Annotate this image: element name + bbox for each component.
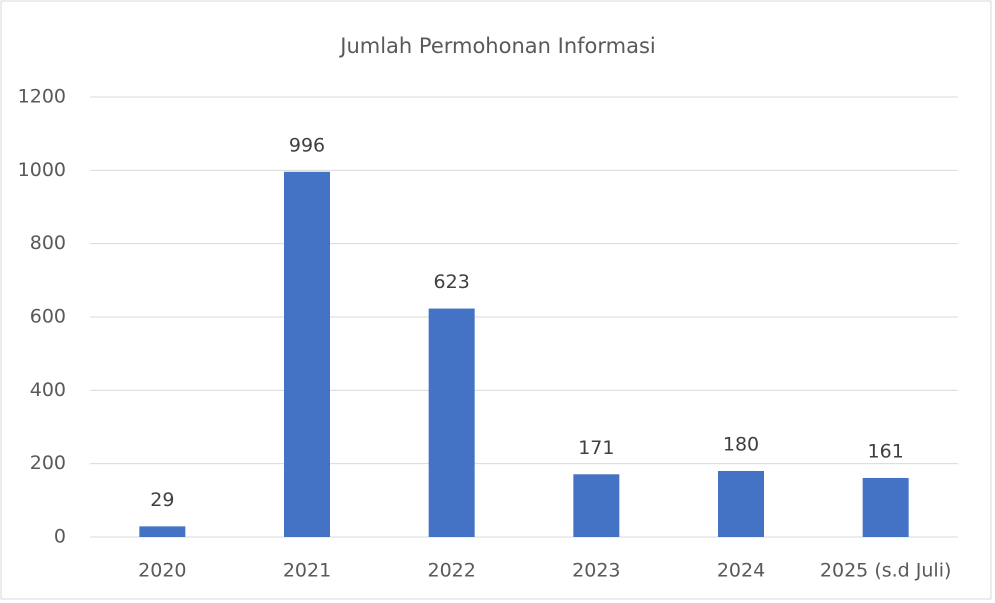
- x-tick-label: 2022: [427, 560, 475, 582]
- y-tick-label: 400: [30, 379, 66, 401]
- value-label: 623: [434, 271, 470, 293]
- x-tick-label: 2021: [283, 560, 331, 582]
- y-tick-label: 200: [30, 452, 66, 474]
- bar: [718, 471, 764, 537]
- value-label: 161: [868, 440, 904, 462]
- chart-title: Jumlah Permohonan Informasi: [338, 34, 655, 58]
- y-tick-label: 800: [30, 232, 66, 254]
- bar: [428, 308, 475, 537]
- bar: [139, 526, 186, 537]
- value-label: 171: [578, 437, 614, 459]
- bar: [284, 171, 330, 538]
- x-tick-label: 2025 (s.d Juli): [820, 560, 951, 582]
- value-label: 180: [723, 434, 759, 456]
- value-label: 996: [289, 134, 325, 156]
- x-tick-label: 2020: [138, 560, 186, 582]
- x-tick-label: 2024: [717, 560, 765, 582]
- y-tick-label: 1200: [18, 86, 66, 108]
- bar: [573, 474, 620, 537]
- bar: [862, 477, 909, 537]
- x-tick-label: 2023: [572, 560, 620, 582]
- value-label: 29: [150, 489, 174, 511]
- y-tick-label: 1000: [18, 159, 66, 181]
- y-tick-label: 0: [54, 526, 66, 548]
- y-tick-label: 600: [30, 306, 66, 328]
